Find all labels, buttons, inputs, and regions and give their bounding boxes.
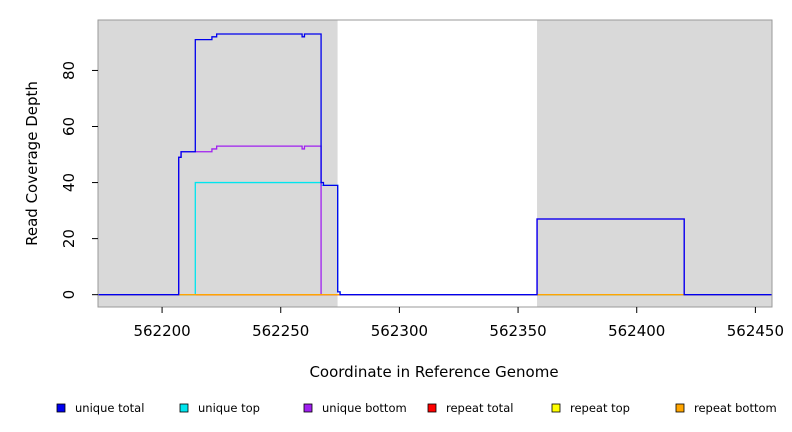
x-tick-label: 562300	[371, 322, 428, 340]
legend-item-repeat-top: repeat top	[551, 401, 630, 415]
background-region-3	[537, 20, 772, 307]
background-region-1	[98, 20, 338, 307]
legend-item-unique-total: unique total	[56, 401, 144, 415]
y-tick-label: 80	[60, 61, 78, 80]
legend-item-unique-bottom: unique bottom	[303, 401, 407, 415]
background-regions	[98, 20, 772, 307]
legend-label: repeat total	[446, 401, 513, 415]
legend-swatch	[675, 403, 685, 413]
legend-label: unique top	[198, 401, 260, 415]
x-tick-label: 562450	[727, 322, 784, 340]
legend-swatch	[179, 403, 189, 413]
legend-swatch	[551, 403, 561, 413]
legend-item-repeat-bottom: repeat bottom	[675, 401, 777, 415]
legend-swatch	[56, 403, 66, 413]
y-tick-label: 20	[60, 229, 78, 248]
x-tick-label: 562350	[489, 322, 546, 340]
legend: unique total unique top unique bottom repea…	[56, 401, 777, 415]
legend-swatch	[303, 403, 313, 413]
y-axis: 0 20 40 60 80	[60, 61, 98, 300]
legend-label: repeat bottom	[694, 401, 777, 415]
y-axis-title: Read Coverage Depth	[23, 81, 41, 246]
legend-label: unique bottom	[322, 401, 407, 415]
x-tick-label: 562400	[608, 322, 665, 340]
legend-label: repeat top	[570, 401, 630, 415]
y-tick-label: 0	[60, 290, 78, 300]
series-unique-total	[98, 33, 772, 296]
x-axis-title: Coordinate in Reference Genome	[309, 363, 558, 381]
plot-frame	[97, 19, 773, 308]
coverage-series	[98, 33, 772, 296]
x-axis: 562200 562250 562300 562350 562400 562450	[133, 307, 784, 340]
x-tick-label: 562200	[133, 322, 190, 340]
legend-swatch	[427, 403, 437, 413]
x-tick-label: 562250	[252, 322, 309, 340]
background-region-2	[337, 20, 538, 307]
legend-item-unique-top: unique top	[179, 401, 260, 415]
legend-item-repeat-total: repeat total	[427, 401, 513, 415]
y-tick-label: 40	[60, 173, 78, 192]
legend-label: unique total	[75, 401, 144, 415]
y-tick-label: 60	[60, 117, 78, 136]
